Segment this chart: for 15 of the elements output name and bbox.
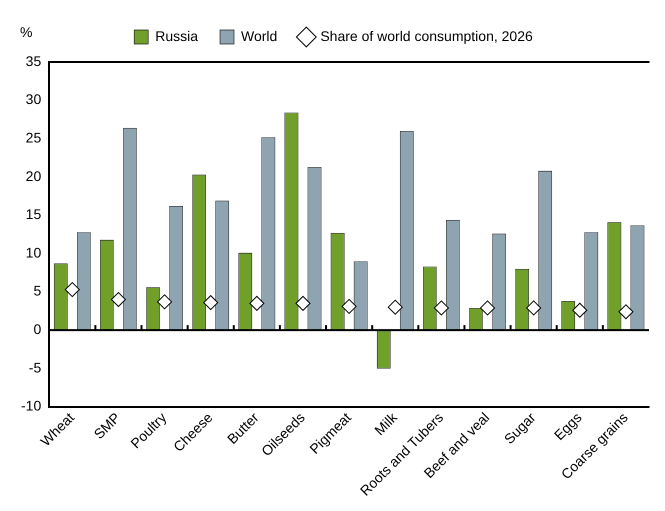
y-tick-label: -5: [28, 359, 42, 376]
legend-label: Share of world consumption, 2026: [320, 28, 533, 44]
y-tick-label: -10: [21, 398, 42, 414]
y-tick-label: 10: [26, 244, 42, 260]
y-tick-label: 15: [26, 206, 42, 222]
legend-label: Russia: [155, 28, 198, 44]
y-tick-label: 5: [33, 282, 42, 299]
y-tick-label: 20: [26, 168, 42, 184]
x-tick-label: Milk: [371, 408, 401, 438]
y-tick-label: 25: [26, 129, 42, 146]
y-tick-label: 0: [33, 321, 42, 338]
y-tick-label: 35: [26, 52, 42, 69]
y-axis-title: %: [20, 24, 32, 40]
legend-label: World: [241, 28, 278, 44]
y-tick-label: 30: [26, 91, 42, 108]
